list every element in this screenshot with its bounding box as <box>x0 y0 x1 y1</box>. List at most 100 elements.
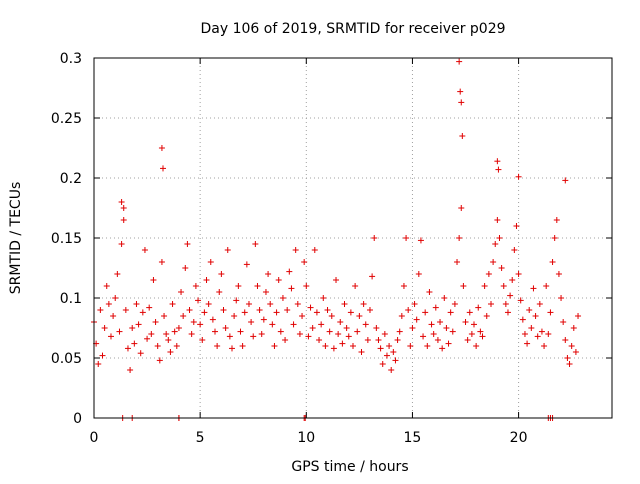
data-point <box>235 283 242 289</box>
y-tick-label: 0.3 <box>60 51 82 67</box>
data-point <box>471 321 478 328</box>
data-point <box>267 301 274 307</box>
data-point <box>513 223 520 229</box>
y-tick-label: 0.2 <box>60 171 82 187</box>
data-point <box>112 295 119 301</box>
data-point <box>377 345 384 352</box>
data-point <box>161 313 168 319</box>
x-tick-label: 0 <box>90 430 99 446</box>
data-point <box>375 337 382 343</box>
data-point <box>485 271 492 277</box>
data-point <box>216 289 223 295</box>
data-point <box>420 333 427 340</box>
data-point <box>500 283 507 289</box>
data-point <box>388 367 395 373</box>
data-point <box>424 343 431 349</box>
data-point <box>495 166 502 173</box>
data-point <box>468 331 475 337</box>
data-point <box>273 309 280 316</box>
data-point <box>110 313 117 319</box>
data-point <box>426 289 433 295</box>
chart-title: Day 106 of 2019, SRMTID for receiver p02… <box>200 21 505 37</box>
data-point <box>178 289 185 295</box>
data-point <box>458 205 465 211</box>
data-point <box>228 345 235 352</box>
data-point <box>494 217 501 223</box>
data-point <box>252 241 259 247</box>
data-point <box>148 331 155 337</box>
data-point <box>437 319 444 325</box>
data-point <box>572 349 579 355</box>
data-point <box>103 283 110 289</box>
data-point <box>460 283 467 289</box>
x-tick-label: 15 <box>404 430 422 446</box>
data-point <box>441 295 448 301</box>
data-point <box>120 205 127 211</box>
data-point <box>159 165 166 172</box>
data-point <box>256 307 263 313</box>
data-point <box>483 313 490 319</box>
data-point <box>549 259 556 265</box>
data-point <box>131 340 138 347</box>
data-point <box>192 283 199 289</box>
data-point <box>311 247 318 253</box>
data-point <box>122 307 129 313</box>
data-point <box>262 289 269 295</box>
data-point <box>379 361 386 367</box>
data-point <box>371 235 378 241</box>
data-point <box>173 343 180 349</box>
data-point <box>324 307 331 313</box>
data-point <box>390 349 397 355</box>
data-point <box>392 357 399 364</box>
data-point <box>158 145 165 151</box>
axis-ticks <box>93 57 612 419</box>
data-point <box>492 241 499 247</box>
data-point <box>265 271 272 277</box>
data-point <box>339 340 346 347</box>
data-point <box>156 357 163 364</box>
data-point <box>475 304 482 311</box>
data-point <box>411 301 418 307</box>
data-point <box>532 313 539 319</box>
data-point <box>462 319 469 325</box>
data-point <box>409 325 416 331</box>
data-point <box>341 301 348 307</box>
data-point <box>543 283 550 289</box>
data-point <box>254 283 261 289</box>
data-point <box>459 133 466 139</box>
data-point <box>188 331 195 337</box>
data-point <box>570 325 577 331</box>
data-point <box>292 247 299 253</box>
data-point <box>515 271 522 277</box>
data-point <box>167 349 174 355</box>
data-point <box>271 343 278 349</box>
data-point <box>320 295 327 301</box>
data-point <box>212 328 219 335</box>
data-point <box>457 88 464 95</box>
data-point <box>456 235 463 241</box>
x-axis-title: GPS time / hours <box>291 459 408 475</box>
data-point <box>528 325 535 331</box>
data-point <box>356 313 363 319</box>
data-point <box>517 297 524 304</box>
data-point <box>555 271 562 277</box>
data-point <box>430 331 437 337</box>
data-point <box>352 283 359 289</box>
data-point <box>116 328 123 335</box>
data-point <box>175 325 182 331</box>
data-point <box>502 301 509 307</box>
data-point <box>322 343 329 349</box>
data-point <box>120 217 127 223</box>
data-point <box>316 337 323 343</box>
x-tick-label: 20 <box>510 430 528 446</box>
data-point <box>207 259 214 265</box>
data-point <box>237 328 244 335</box>
data-point <box>487 301 494 307</box>
data-point <box>494 158 501 165</box>
data-point <box>496 235 503 241</box>
data-point <box>558 295 565 301</box>
data-point <box>290 321 297 328</box>
data-point <box>451 301 458 307</box>
data-point <box>560 319 567 325</box>
